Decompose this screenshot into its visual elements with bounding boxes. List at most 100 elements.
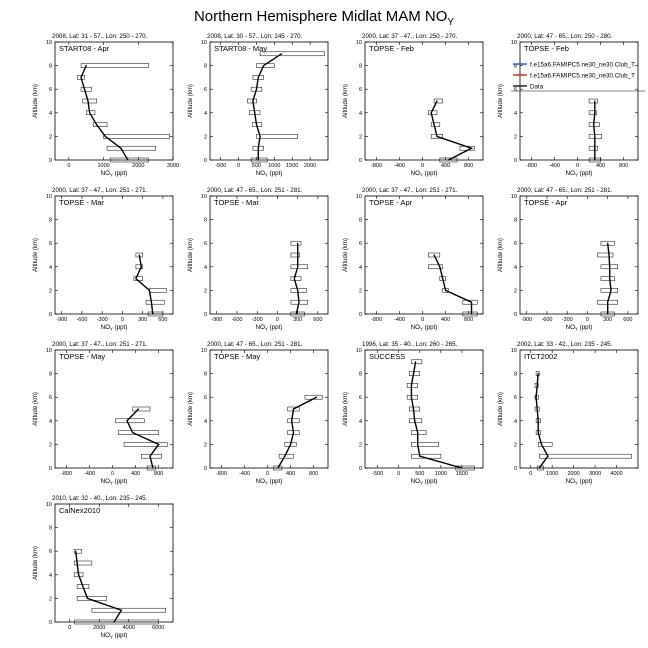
data-point [608, 254, 610, 256]
data-point [89, 112, 91, 114]
y-axis-label: Altitude (km) [33, 84, 39, 118]
y-tick-label: 10 [356, 40, 362, 46]
data-range-box [406, 383, 418, 388]
y-tick-label: 6 [49, 395, 52, 401]
data-point [140, 266, 142, 268]
data-point [96, 124, 98, 126]
x-tick-label: -400 [239, 471, 250, 477]
data-point [87, 100, 89, 102]
campaign-label: TOPSE - May [59, 352, 105, 361]
data-range-box [278, 453, 294, 459]
data-point [293, 278, 295, 280]
x-tick-label: 0 [586, 317, 589, 323]
y-tick-label: 4 [514, 111, 517, 117]
x-tick-label: -400 [84, 471, 95, 477]
data-point [537, 420, 539, 422]
x-tick-label: -800 [371, 317, 382, 323]
data-profile-line [252, 53, 282, 160]
campaign-label: TOPSE - Apr [369, 198, 413, 207]
plot-frame [54, 195, 174, 315]
x-tick-label: 0 [529, 471, 532, 477]
data-profile-line [126, 408, 160, 469]
y-tick-label: 0 [514, 466, 517, 472]
data-point [86, 597, 89, 600]
x-tick-label: 400 [596, 163, 605, 169]
y-tick-label: 10 [356, 194, 362, 200]
x-axis-label-subscript: Y [110, 635, 113, 640]
data-range-box [290, 311, 305, 317]
x-tick-label: 500 [415, 471, 424, 477]
x-tick-label: 500 [252, 163, 261, 169]
x-tick-label: -600 [76, 317, 87, 323]
data-point [292, 432, 295, 434]
x-axis-label-main: NO [101, 632, 110, 639]
data-point [277, 467, 279, 469]
campaign-label: ITCT2002 [524, 352, 557, 361]
y-axis-label: Altitude (km) [188, 84, 194, 118]
data-point [257, 147, 259, 149]
y-tick-label: 2 [204, 288, 207, 294]
data-point [470, 301, 473, 303]
x-axis-label: NOY (ppt) [411, 170, 438, 178]
panel-4: 2000, Lat: 47 - 65., Lon: 250 - 280. TOPS… [498, 33, 639, 178]
data-range-box [273, 465, 283, 471]
data-point [295, 313, 297, 315]
x-tick-label: -400 [549, 163, 560, 169]
x-axis-label-unit: (ppt) [113, 170, 127, 177]
data-point [85, 65, 87, 67]
y-tick-label: 2 [359, 442, 362, 448]
plot-frame [209, 349, 329, 469]
x-axis-label-subscript: Y [110, 173, 113, 178]
y-tick-label: 8 [359, 218, 362, 224]
x-tick-label: 800 [464, 317, 473, 323]
plot-frame [209, 41, 329, 161]
data-range-box [259, 51, 325, 57]
y-tick-label: 8 [514, 372, 517, 378]
x-tick-label: 0 [266, 471, 269, 477]
y-tick-label: 6 [514, 395, 517, 401]
data-point [461, 467, 463, 469]
data-range-box [247, 98, 257, 104]
x-tick-label: -600 [231, 317, 242, 323]
y-tick-label: 2 [204, 442, 207, 448]
data-range-box [106, 145, 156, 151]
x-tick-label: -400 [394, 317, 405, 323]
x-axis-label-subscript: Y [575, 481, 578, 486]
x-tick-label: 0 [421, 163, 424, 169]
x-tick-label: 300 [603, 317, 612, 323]
data-point [410, 396, 412, 398]
data-point [536, 408, 538, 410]
panel-header: 1996, Lat: 35 - 40., Lon: 260 - 265. [362, 341, 458, 348]
plot-frame [364, 349, 484, 469]
x-tick-label: 0 [576, 163, 579, 169]
data-range-box [250, 157, 268, 163]
legend-label: f.e15a6.FAMIPC5.ne30_ne30.Club_T [530, 62, 635, 69]
data-range-box [462, 299, 478, 305]
data-range-box [290, 240, 302, 246]
x-axis-label-unit: (ppt) [578, 478, 592, 485]
x-axis-label-main: NO [101, 478, 110, 485]
data-range-box [411, 359, 423, 365]
data-range-box [290, 264, 309, 270]
y-tick-label: 6 [514, 87, 517, 93]
y-tick-label: 8 [204, 64, 207, 70]
x-tick-label: 0 [421, 317, 424, 323]
data-point [439, 266, 441, 268]
x-axis-label-unit: (ppt) [423, 170, 437, 177]
x-axis-label: NOY (ppt) [101, 324, 128, 332]
y-tick-label: 0 [359, 466, 362, 472]
x-axis-label-main: NO [566, 324, 575, 331]
panel-9: 2000, Lat: 37 - 47., Lon: 251 - 271. TOPS… [33, 341, 174, 486]
x-tick-label: 1000 [97, 163, 109, 169]
plot-frame [519, 195, 639, 315]
data-range-box [132, 406, 151, 412]
data-range-box [82, 98, 97, 104]
x-tick-label: -400 [394, 163, 405, 169]
x-tick-label: -800 [526, 163, 537, 169]
y-tick-label: 4 [49, 419, 52, 425]
y-tick-label: 4 [359, 265, 362, 271]
y-tick-label: 0 [49, 312, 52, 318]
data-range-box [588, 145, 598, 151]
y-tick-label: 2 [49, 134, 52, 140]
